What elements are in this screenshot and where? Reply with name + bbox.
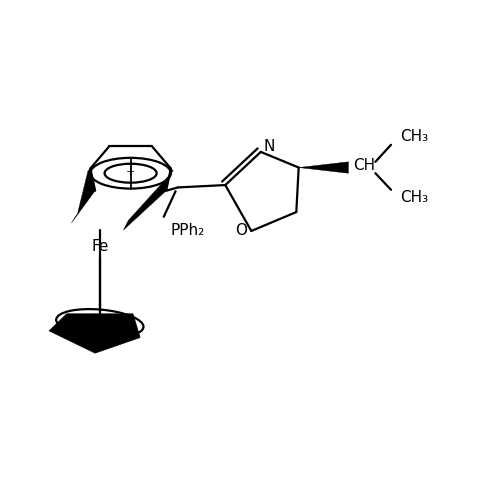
Text: +: +	[126, 167, 135, 177]
Text: PPh₂: PPh₂	[171, 223, 205, 238]
Text: CH₃: CH₃	[400, 129, 429, 144]
Text: CH: CH	[353, 158, 375, 172]
Text: +: +	[102, 318, 112, 327]
Text: O: O	[235, 224, 247, 239]
Polygon shape	[71, 169, 95, 223]
Polygon shape	[299, 162, 348, 173]
Text: Fe: Fe	[91, 239, 109, 254]
Text: N: N	[263, 139, 275, 154]
Polygon shape	[124, 169, 173, 230]
Text: CH₃: CH₃	[400, 190, 429, 205]
Polygon shape	[49, 314, 140, 353]
